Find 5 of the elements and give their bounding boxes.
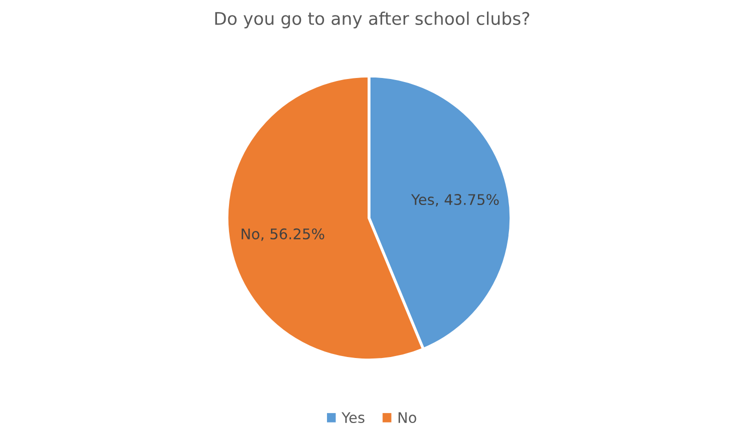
data-label: No, 56.25%: [242, 228, 324, 241]
legend-label: Yes: [342, 412, 364, 424]
data-label: Yes, 43.75%: [411, 194, 499, 207]
chart-title: Do you go to any after school clubs?: [215, 12, 530, 28]
legend-label: No: [398, 412, 416, 424]
